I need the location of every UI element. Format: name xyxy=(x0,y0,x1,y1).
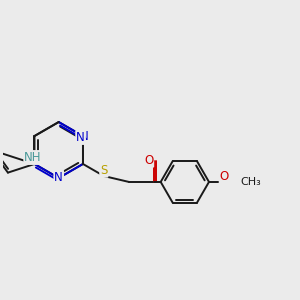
Text: N: N xyxy=(80,130,89,142)
Text: N: N xyxy=(54,171,63,184)
Text: O: O xyxy=(220,170,229,183)
Text: O: O xyxy=(144,154,153,166)
Text: S: S xyxy=(100,164,107,177)
Text: CH₃: CH₃ xyxy=(241,177,262,187)
Text: N: N xyxy=(76,131,85,144)
Text: NH: NH xyxy=(24,151,42,164)
